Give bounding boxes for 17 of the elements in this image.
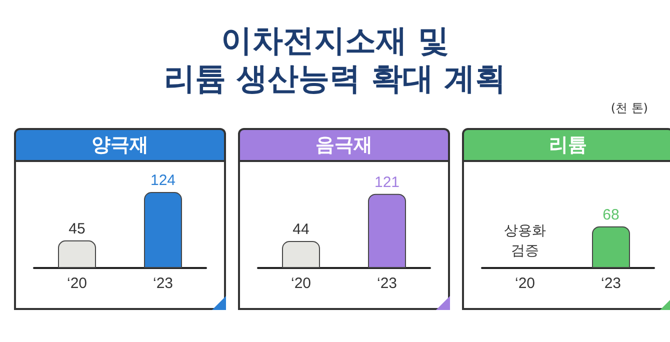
text: 이차전지소재 및 리튬 생산능력 확대 계획 [162,22,508,98]
text: (천 톤) [610,100,648,117]
data-label: 121 [374,174,400,191]
x-tick-label: ‘23 [600,275,622,292]
x-tick-label: ‘23 [376,275,398,292]
chart-title: 리튬 [462,128,670,160]
data-label: 44 [292,221,310,238]
chart-title: 음극재 [238,128,450,160]
x-tick-label: ‘23 [152,275,174,292]
x-tick-label: ‘20 [290,275,312,292]
annotation: 상용화 검증 [504,222,546,258]
x-tick-label: ‘20 [514,275,536,292]
data-label: 45 [68,220,86,238]
chart-title: 양극재 [14,128,226,160]
data-label: 124 [150,172,176,189]
x-tick-label: ‘20 [66,275,88,292]
data-label: 68 [602,206,620,224]
